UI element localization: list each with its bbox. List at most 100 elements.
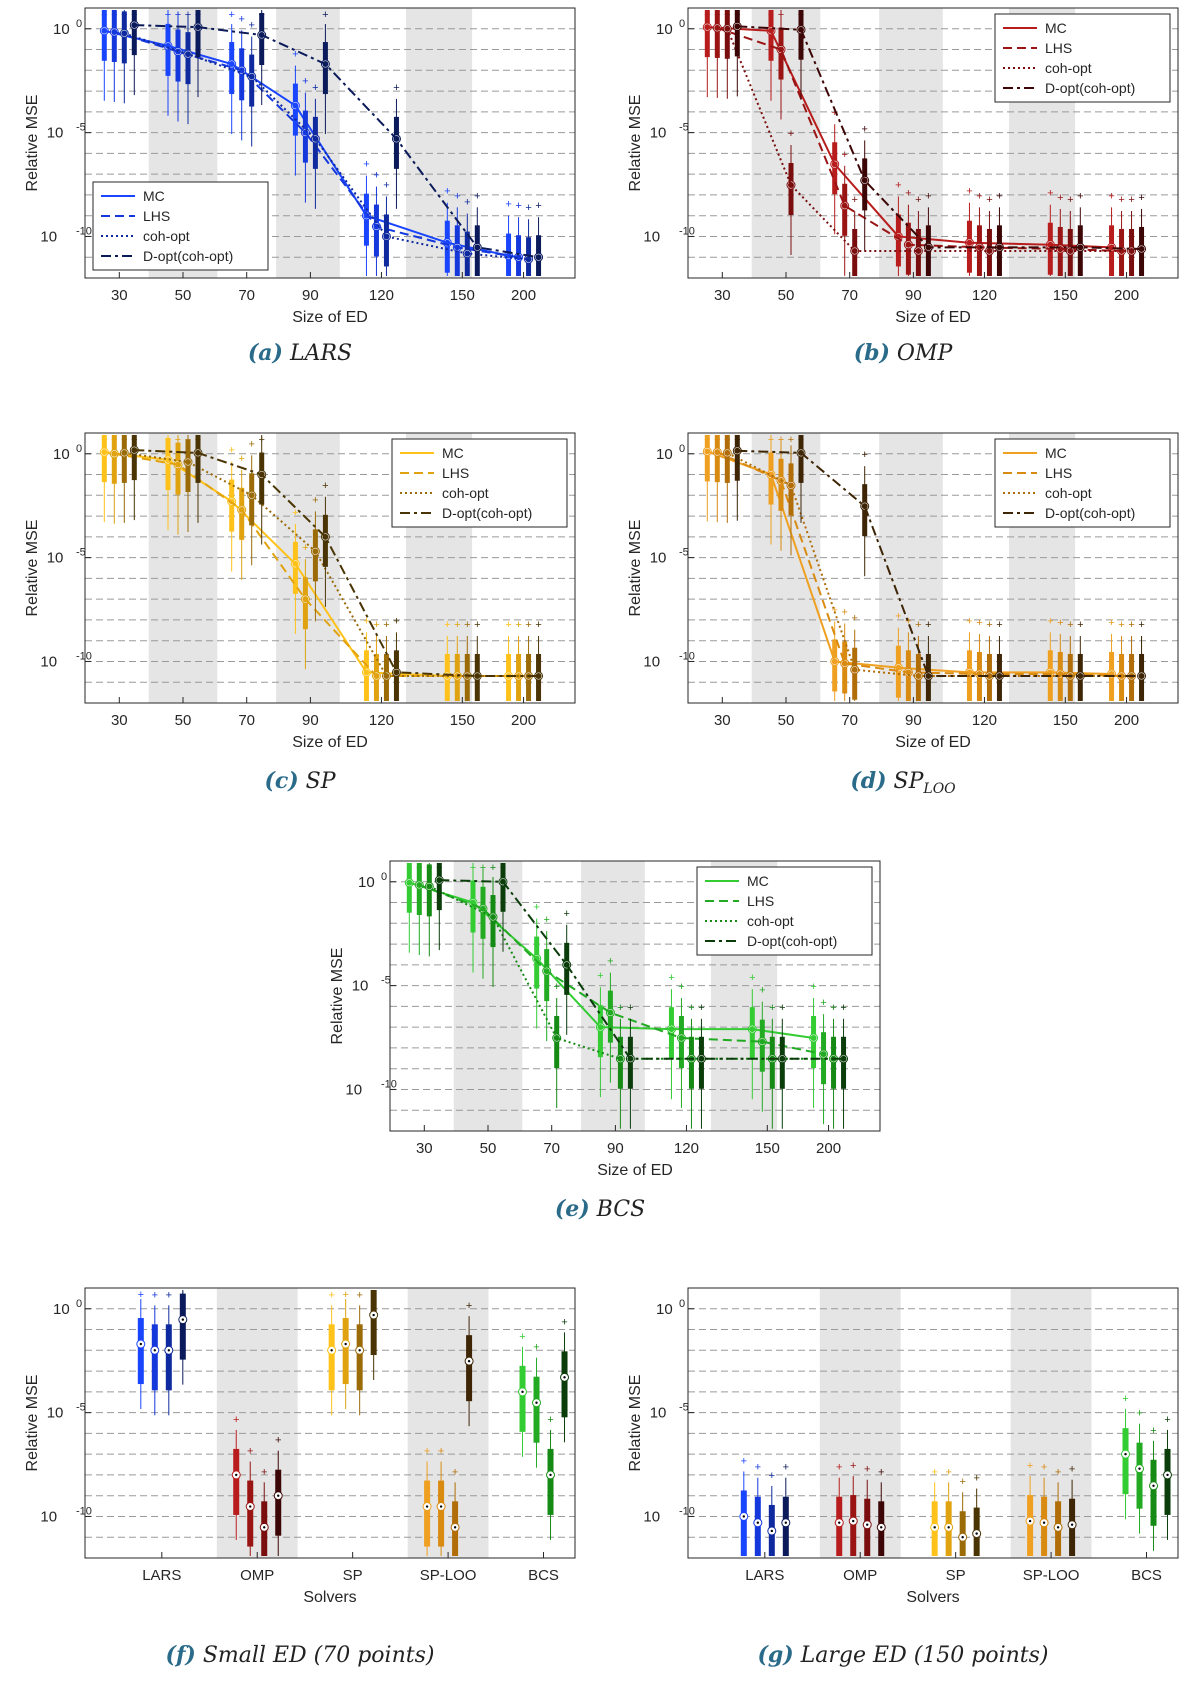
x-axis-label: Solvers: [906, 1589, 959, 1606]
outlier-marker: +: [248, 20, 254, 32]
outlier-marker: +: [185, 434, 191, 446]
data-point: [490, 914, 496, 921]
outlier-marker: +: [561, 1316, 567, 1328]
y-tick-label: 10 -5: [47, 1402, 86, 1422]
x-tick-label: 70: [238, 712, 255, 729]
data-point: [1118, 247, 1125, 254]
outlier-marker: +: [393, 615, 399, 627]
outlier-marker: +: [1164, 1414, 1170, 1426]
outlier-marker: +: [166, 1289, 172, 1301]
outlier-marker: +: [741, 1455, 747, 1467]
data-point: [312, 548, 319, 555]
outlier-marker: +: [724, 9, 730, 21]
x-tick-label: BCS: [528, 1567, 559, 1584]
outlier-marker: +: [247, 1446, 253, 1458]
x-tick-label: 50: [175, 287, 192, 304]
outlier-marker: +: [759, 985, 765, 997]
box: [533, 1376, 540, 1443]
outlier-marker: +: [393, 82, 399, 94]
data-point: [925, 244, 932, 251]
data-point: [1047, 241, 1054, 248]
y-axis-label: Relative MSE: [329, 948, 346, 1045]
box: [714, 10, 720, 58]
tick-label-base: 10: [352, 978, 369, 995]
box: [734, 10, 740, 57]
outlier-marker: +: [238, 13, 244, 25]
outlier-marker: +: [165, 9, 171, 21]
x-tick-label: 90: [905, 712, 922, 729]
data-point: [851, 247, 858, 254]
box: [724, 10, 730, 59]
box-median-dot: [742, 1515, 746, 1518]
data-point: [915, 672, 922, 679]
data-point: [474, 672, 481, 679]
outlier-marker: +: [668, 972, 674, 984]
outlier-marker: +: [798, 9, 804, 21]
y-axis-label: Relative MSE: [627, 95, 644, 192]
data-point: [292, 560, 299, 567]
data-point: [597, 1024, 604, 1031]
outlier-marker: +: [607, 956, 613, 968]
box: [121, 435, 127, 483]
data-point: [238, 67, 245, 74]
tick-label-base: 10: [656, 21, 673, 38]
outlier-marker: +: [101, 434, 107, 446]
data-point: [322, 61, 329, 68]
data-point: [1118, 672, 1125, 679]
outlier-marker: +: [831, 107, 837, 119]
legend-label: LHS: [1045, 40, 1072, 56]
plot-frame: [687, 432, 1179, 704]
legend-label: coh-opt: [143, 228, 190, 244]
outlier-marker: +: [861, 449, 867, 461]
box: [798, 10, 804, 60]
outlier-marker: +: [996, 619, 1002, 631]
box-median-dot: [961, 1536, 964, 1539]
outlier-marker: +: [292, 49, 298, 61]
outlier-marker: +: [275, 1435, 281, 1447]
data-point: [228, 61, 235, 68]
outlier-marker: +: [322, 480, 328, 492]
x-tick-label: 120: [369, 287, 394, 304]
chart-panel-omp: 10 0 10 -5 10 -10 Relative MSE 30 50 70 90 120 150 20…: [603, 0, 1203, 335]
shaded-band: [216, 1288, 298, 1558]
outlier-marker: +: [850, 1460, 856, 1472]
outlier-marker: +: [778, 9, 784, 21]
outlier-marker: +: [426, 862, 432, 874]
outlier-marker: +: [373, 619, 379, 631]
outlier-marker: +: [302, 76, 308, 88]
outlier-marker: +: [986, 194, 992, 206]
chart-small-ed: 10 0 10 -5 10 -10 Relative MSE LARS + + + + OMP + + + + S…: [24, 1287, 576, 1606]
y-tick-label: 10 0: [53, 1298, 82, 1318]
shaded-band: [276, 8, 340, 278]
box: [500, 863, 506, 912]
caption-label: (a): [247, 340, 283, 366]
outlier-marker: +: [1138, 192, 1144, 204]
outlier-marker: +: [470, 862, 476, 874]
outlier-marker: +: [841, 149, 847, 161]
plot-frame: [84, 432, 576, 704]
data-point: [1067, 247, 1074, 254]
outlier-marker: +: [464, 197, 470, 209]
legend-label: MC: [1045, 20, 1067, 36]
outlier-marker: +: [180, 1289, 186, 1301]
data-point: [788, 482, 794, 489]
y-tick-label: 10 -10: [40, 1505, 91, 1525]
x-axis-label: Solvers: [303, 1589, 356, 1606]
outlier-marker: +: [734, 9, 740, 21]
data-point: [525, 256, 532, 263]
outlier-marker: +: [444, 186, 450, 198]
tick-label-base: 10: [358, 874, 375, 891]
data-point: [861, 503, 868, 510]
outlier-marker: +: [1118, 194, 1124, 206]
data-point: [1077, 672, 1084, 679]
box-median-dot: [439, 1505, 443, 1508]
box: [406, 863, 412, 913]
chart-panel-small-ed: 10 0 10 -5 10 -10 Relative MSE LARS + + + + OMP + + + + S…: [0, 1280, 600, 1625]
legend-label: D-opt(coh-opt): [1045, 505, 1135, 521]
data-point: [678, 1035, 685, 1042]
legend-label: D-opt(coh-opt): [1045, 80, 1135, 96]
box: [1136, 1442, 1143, 1509]
data-point: [436, 877, 443, 884]
outlier-marker: +: [563, 908, 569, 920]
box-median-dot: [153, 1349, 157, 1352]
